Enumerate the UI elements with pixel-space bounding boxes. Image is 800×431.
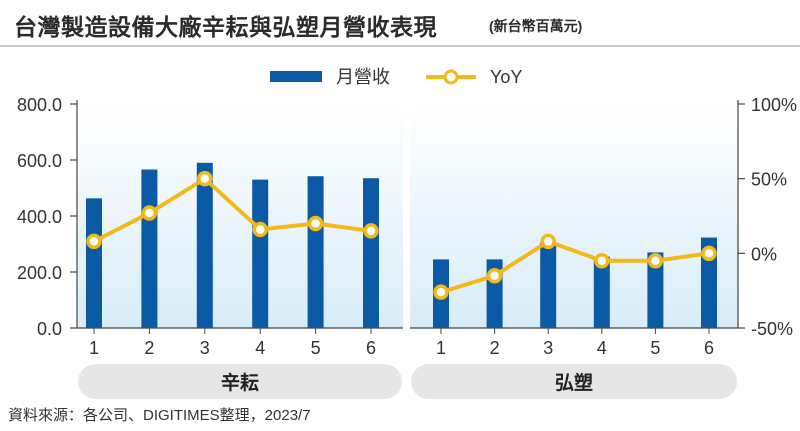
revenue-bar — [363, 178, 379, 328]
left-axis-tick-label: 0.0 — [37, 319, 62, 339]
x-axis-tick-label: 2 — [490, 338, 500, 358]
group-label: 辛耘 — [221, 371, 259, 394]
legend-yoy-label: YoY — [490, 67, 522, 87]
revenue-bar — [252, 179, 269, 328]
left-axis-tick-label: 400.0 — [17, 207, 62, 227]
x-axis-tick-label: 4 — [597, 338, 607, 358]
revenue-bar — [196, 162, 213, 328]
x-axis-tick-label: 3 — [200, 338, 210, 358]
group-label-pill — [411, 364, 737, 399]
x-axis-tick-label: 6 — [704, 338, 714, 358]
right-axis-tick-label: 0% — [751, 244, 777, 264]
legend-revenue-swatch — [270, 71, 322, 82]
revenue-bar — [540, 242, 557, 328]
yoy-line — [93, 176, 372, 244]
yoy-point — [433, 284, 449, 300]
yoy-point — [486, 267, 503, 284]
x-axis-tick-label: 5 — [311, 338, 321, 358]
chart-title: 台灣製造設備大廠辛耘與弘塑月營收表現 — [14, 14, 437, 40]
left-axis-tick-label: 600.0 — [17, 151, 62, 171]
revenue-bar — [593, 256, 610, 328]
x-axis-tick-label: 3 — [543, 338, 553, 358]
yoy-point — [307, 215, 324, 232]
yoy-point — [141, 205, 158, 221]
legend-yoy-marker — [443, 69, 459, 85]
left-axis: 800.0 600.0 400.0 200.0 0.0 — [17, 95, 78, 339]
yoy-point — [647, 253, 664, 269]
yoy-line — [440, 239, 710, 295]
x-axis-tick-label: 1 — [436, 338, 446, 358]
source-note: 資料來源：各公司、DIGITIMES整理，2023/7 — [8, 407, 311, 424]
legend: 月營收 YoY — [270, 67, 522, 87]
right-axis: 100% 50% 0% -50% — [737, 95, 797, 339]
x-axis-tick-label: 2 — [144, 338, 154, 358]
yoy-point — [252, 221, 268, 238]
revenue-bar — [701, 237, 717, 328]
legend-revenue-label: 月營收 — [336, 67, 390, 87]
x-axis-tick-label: 6 — [366, 338, 376, 358]
yoy-point — [540, 233, 556, 250]
plot-panel — [77, 104, 403, 328]
left-axis-tick-label: 800.0 — [17, 95, 62, 115]
group-label-pill — [78, 364, 402, 399]
revenue-bar — [86, 198, 102, 328]
x-axis-tick-label: 5 — [650, 338, 660, 358]
x-axis-tick-label: 4 — [255, 338, 265, 358]
revenue-bar — [647, 252, 664, 328]
plot-panel — [410, 104, 738, 328]
right-axis-tick-label: 100% — [751, 95, 797, 115]
yoy-point — [594, 253, 610, 269]
group-label: 弘塑 — [555, 371, 593, 394]
yoy-point — [363, 223, 379, 239]
chart-subtitle: (新台幣百萬元) — [489, 18, 583, 34]
yoy-point — [86, 233, 102, 250]
x-axis-tick-label: 1 — [89, 338, 99, 358]
revenue-bar — [141, 169, 158, 328]
revenue-bar — [307, 176, 324, 328]
yoy-point — [197, 170, 213, 187]
yoy-point — [701, 245, 717, 262]
left-axis-tick-label: 200.0 — [17, 263, 62, 283]
title-divider — [0, 45, 800, 47]
right-axis-tick-label: -50% — [751, 319, 793, 339]
right-axis-tick-label: 50% — [751, 170, 787, 190]
